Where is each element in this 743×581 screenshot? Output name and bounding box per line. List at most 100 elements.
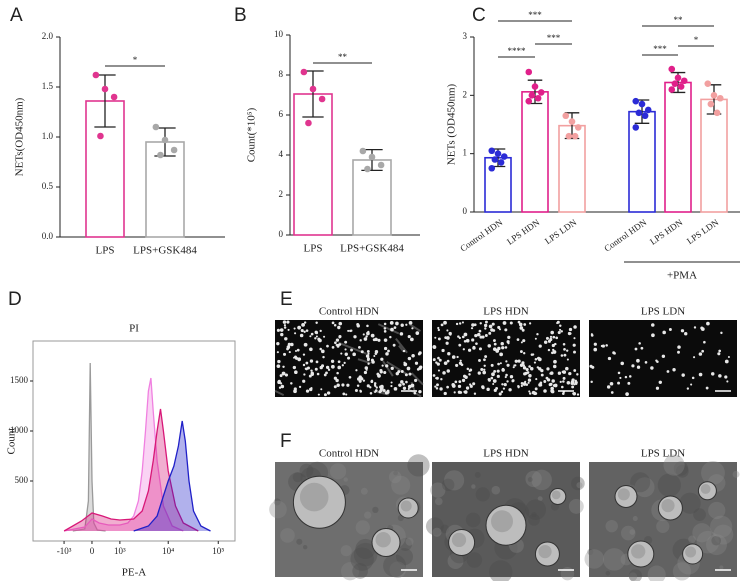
nucleus [443,391,447,396]
nucleus [408,372,412,376]
nucleus [651,333,655,338]
data-point [152,123,160,131]
nucleus [677,345,681,349]
data-point [574,124,582,131]
nucleus [487,377,491,382]
nucleus [502,387,506,390]
nucleus [478,359,481,362]
texture [710,515,733,538]
texture [672,562,692,581]
nucleus [504,328,508,332]
cell-detail [551,490,561,500]
nucleus [321,349,325,354]
nucleus [276,364,281,369]
bar [521,91,549,213]
nucleus [668,328,672,331]
nucleus [568,371,572,376]
nucleus [403,361,406,364]
x-tick-label: LPS+GSK484 [340,243,404,255]
nucleus [451,384,456,388]
x-tick-label: Control HDN [458,217,504,254]
nucleus [337,360,341,364]
nucleus [305,389,310,393]
data-point [534,94,542,102]
data-point [300,68,308,76]
nucleus [484,327,487,330]
nucleus [390,381,393,384]
nucleus [590,334,594,337]
bar [352,159,392,236]
nucleus [383,346,388,351]
texture [466,552,483,568]
nucleus [634,347,638,351]
nucleus [519,350,523,354]
net-strand [398,344,405,353]
nucleus [529,392,532,395]
texture [434,497,443,506]
nucleus [523,323,527,326]
nucleus [548,382,552,387]
nucleus [568,327,573,332]
x-tick-label: LPS [304,243,323,255]
texture [355,538,376,560]
data-point [97,132,104,140]
image-title: LPS LDN [641,306,685,318]
nucleus [472,382,476,386]
nucleus [500,342,504,346]
nucleus [375,386,378,389]
texture [711,535,722,546]
nucleus [435,387,439,390]
nucleus [283,326,287,329]
x-tick-label: Control HDN [602,217,648,254]
nucleus [379,370,383,374]
data-point [713,109,721,117]
nucleus [407,387,410,391]
significance-label: *** [653,44,667,54]
nucleus [644,361,648,364]
data-point [716,94,724,102]
nucleus [399,332,404,336]
nucleus [562,392,565,395]
nucleus [393,387,398,391]
data-point [494,150,502,157]
nucleus [481,386,485,390]
nucleus [468,369,471,373]
nucleus [443,320,447,325]
texture [280,528,295,543]
texture [656,519,670,533]
texture [353,542,378,567]
nucleus [280,384,285,389]
nucleus [487,344,491,348]
nucleus [290,382,293,385]
nucleus [631,364,635,368]
texture [340,562,360,581]
nucleus [698,352,703,356]
nucleus [727,355,730,359]
nucleus [379,385,383,389]
micrograph [584,454,740,581]
nucleus [303,342,308,347]
nucleus [319,347,322,351]
nucleus [345,393,348,396]
nucleus [691,376,695,380]
nucleus [294,355,297,359]
x-tick-label: 10⁴ [162,546,174,556]
net-strand [395,338,408,354]
nucleus [458,336,461,340]
y-tick-label: 2 [279,189,284,199]
nucleus [490,363,494,367]
nucleus [496,374,500,378]
nucleus [469,384,473,388]
nucleus [437,326,440,330]
nucleus [279,328,284,332]
nucleus [283,324,287,327]
nucleus [549,335,553,338]
nucleus [483,323,488,328]
nucleus [323,335,326,338]
nucleus [536,333,539,336]
nucleus [373,383,377,387]
nucleus [393,326,397,330]
nucleus [554,342,557,346]
histogram-line [63,377,184,532]
nucleus [362,379,366,382]
